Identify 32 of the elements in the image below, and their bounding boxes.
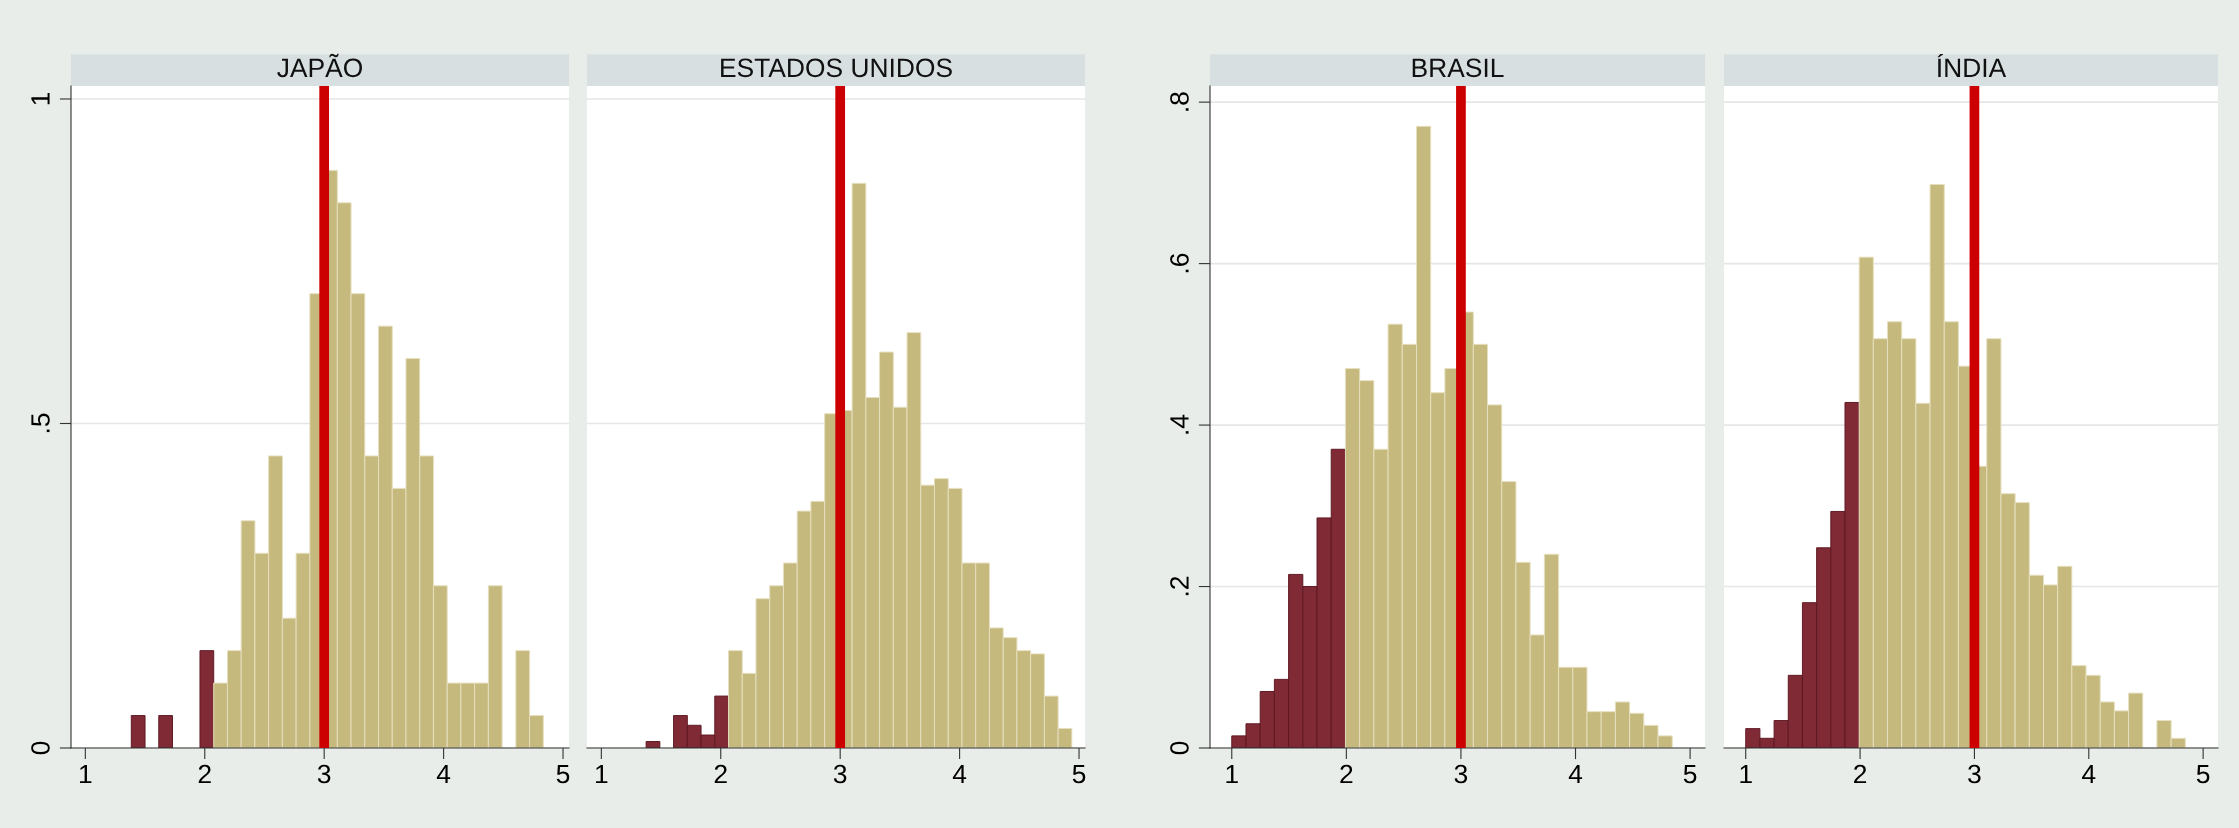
x-tick-label: 1 [1740, 764, 1752, 784]
x-tick-label: 4 [436, 764, 451, 784]
x-tick-label: 1 [1226, 764, 1238, 784]
x-tick-label: 4 [1568, 764, 1583, 784]
x-tick-label: 5 [2196, 764, 2210, 784]
chart-title: BRASIL [1412, 58, 1504, 78]
y-tick-label: .6 [1170, 253, 1189, 273]
y-tick-label: .2 [1170, 576, 1189, 596]
x-tick-label: 5 [1683, 764, 1697, 784]
x-tick-label: 3 [1454, 764, 1468, 784]
x-tick-label: 1 [596, 764, 608, 784]
chart-title: ESTADOS UNIDOS [721, 58, 952, 78]
x-tick-label: 1 [80, 764, 92, 784]
y-tick-label: 0 [31, 741, 50, 755]
y-tick-label: .5 [31, 413, 50, 433]
y-tick-label: 1 [31, 92, 50, 105]
x-tick-label: 3 [1968, 764, 1981, 784]
x-tick-label: 4 [952, 764, 967, 784]
x-tick-label: 3 [833, 764, 847, 784]
x-tick-label: 5 [556, 764, 570, 784]
y-tick-label: .4 [1170, 414, 1189, 434]
x-tick-label: 2 [1340, 764, 1353, 784]
y-tick-label: .8 [1170, 92, 1189, 111]
chart-title: JAPÃO [277, 53, 362, 78]
chart-title: ÍNDIA [1937, 54, 2007, 77]
y-tick-label: 0 [1170, 741, 1189, 755]
x-tick-label: 2 [714, 764, 727, 784]
x-tick-label: 4 [2082, 764, 2096, 784]
x-tick-label: 3 [317, 764, 331, 784]
x-tick-label: 5 [1072, 764, 1086, 784]
x-tick-label: 2 [198, 764, 211, 784]
x-tick-label: 2 [1854, 764, 1867, 784]
